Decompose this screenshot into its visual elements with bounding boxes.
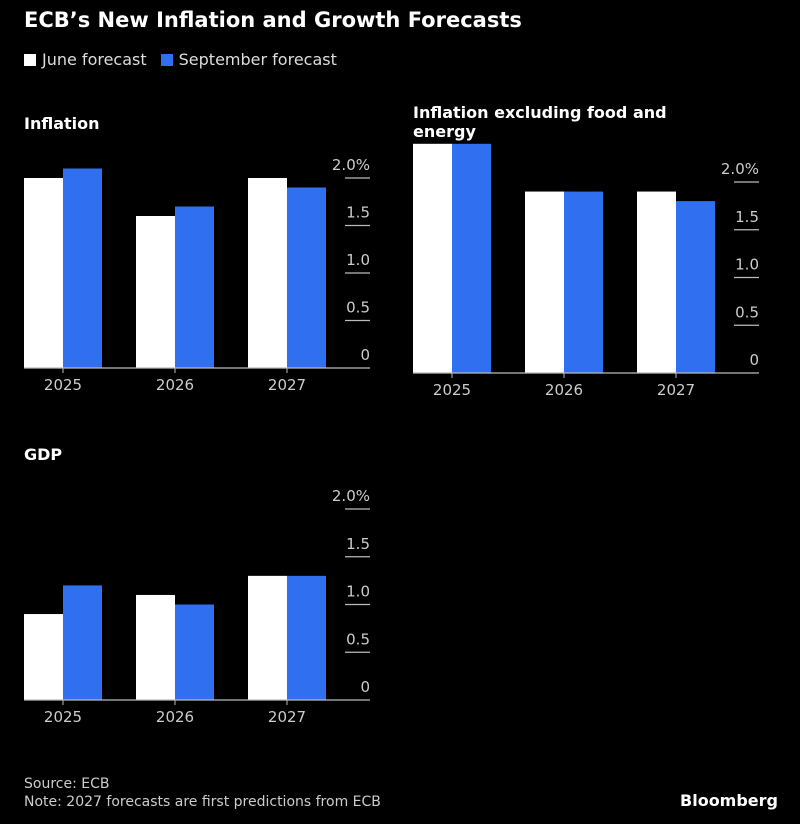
y-tick-label: 2.0%	[332, 156, 370, 174]
legend-swatch-september	[160, 54, 173, 66]
y-tick-label: 1.0	[346, 251, 370, 269]
bloomberg-logo: Bloomberg	[680, 791, 778, 810]
y-tick-label: 2.0%	[332, 487, 370, 505]
footer: Source: ECB Note: 2027 forecasts are fir…	[24, 775, 381, 811]
y-tick-label: 1.0	[346, 583, 370, 601]
y-tick-label: 0	[360, 346, 370, 364]
x-tick-label: 2027	[657, 381, 695, 399]
bar-september-2026	[175, 206, 214, 368]
y-tick-label: 1.5	[735, 208, 759, 226]
bar-september-2027	[287, 187, 326, 368]
bar-june-2025	[24, 614, 63, 700]
bar-september-2026	[564, 191, 603, 373]
y-tick-label: 1.5	[346, 535, 370, 553]
y-tick-label: 1.5	[346, 204, 370, 222]
footnote: Note: 2027 forecasts are first predictio…	[24, 794, 381, 810]
panel-title-inflation: Inflation	[24, 114, 100, 133]
panel-title-gdp: GDP	[24, 445, 63, 464]
bar-september-2025	[63, 168, 102, 368]
bar-june-2027	[248, 575, 287, 700]
bar-june-2027	[248, 178, 287, 368]
legend-item-june: June forecast	[24, 50, 147, 69]
legend: June forecast September forecast	[24, 50, 337, 69]
bar-june-2025	[413, 143, 452, 373]
x-tick-label: 2025	[44, 708, 82, 726]
x-tick-label: 2025	[433, 381, 471, 399]
bar-september-2025	[63, 585, 102, 700]
y-tick-label: 2.0%	[721, 160, 759, 178]
bar-june-2025	[24, 178, 63, 368]
y-tick-label: 0	[360, 678, 370, 696]
legend-item-september: September forecast	[160, 50, 337, 69]
x-tick-label: 2026	[156, 376, 194, 394]
bar-september-2027	[287, 575, 326, 700]
bar-june-2026	[525, 191, 564, 373]
x-tick-label: 2026	[156, 708, 194, 726]
x-tick-label: 2027	[268, 376, 306, 394]
y-tick-label: 0.5	[735, 303, 759, 321]
legend-label: June forecast	[42, 50, 147, 69]
bar-june-2027	[637, 191, 676, 373]
bar-june-2026	[136, 594, 175, 700]
bar-september-2026	[175, 604, 214, 700]
legend-swatch-june	[24, 54, 36, 66]
bar-september-2025	[452, 143, 491, 373]
bar-june-2026	[136, 216, 175, 368]
chart-title: ECB’s New Inflation and Growth Forecasts	[24, 8, 522, 32]
x-tick-label: 2027	[268, 708, 306, 726]
y-tick-label: 1.0	[735, 256, 759, 274]
y-tick-label: 0.5	[346, 299, 370, 317]
legend-label: September forecast	[178, 50, 337, 69]
x-tick-label: 2025	[44, 376, 82, 394]
panel-title-core-inflation: Inflation excluding food and energy	[413, 103, 667, 141]
y-tick-label: 0	[749, 351, 759, 369]
x-tick-label: 2026	[545, 381, 583, 399]
source-note: Source: ECB	[24, 776, 110, 792]
bar-september-2027	[676, 201, 715, 373]
y-tick-label: 0.5	[346, 630, 370, 648]
